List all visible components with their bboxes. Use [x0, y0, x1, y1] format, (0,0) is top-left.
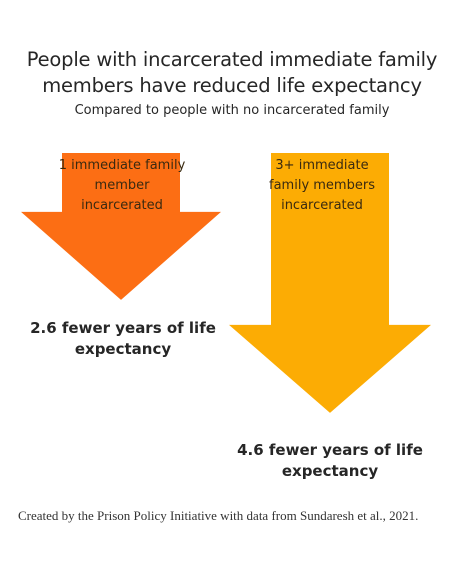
chart-subtitle: Compared to people with no incarcerated …: [74, 103, 390, 118]
value-label-one-family-member: 2.6 fewer years of life expectancy: [30, 319, 216, 358]
chart-title: People with incarcerated immediate famil…: [26, 48, 438, 97]
category-label-one-family-member: 1 immediate family member incarcerated: [58, 158, 186, 213]
source-credit: Created by the Prison Policy Initiative …: [18, 508, 419, 523]
value-label-three-plus-family-members: 4.6 fewer years of life expectancy: [237, 441, 423, 480]
category-label-three-plus-family-members: 3+ immediate family members incarcerated: [269, 158, 375, 213]
arrow-one-family-member: [21, 153, 221, 300]
arrow-three-plus-family-members: [229, 153, 431, 413]
